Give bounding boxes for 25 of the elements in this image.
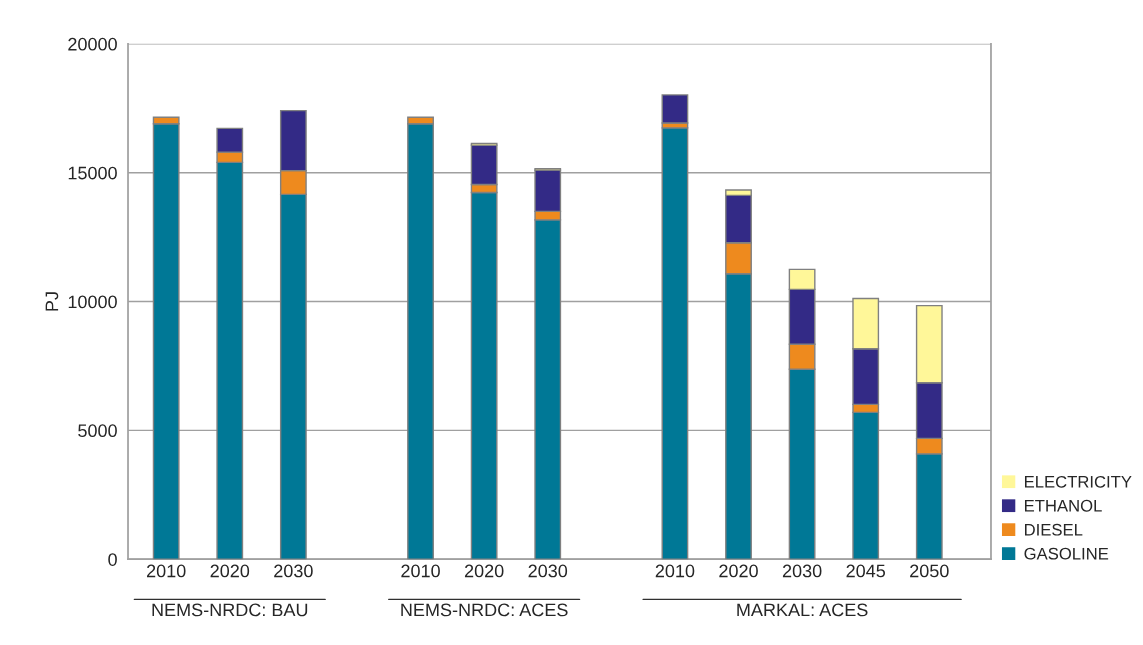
text: NEMS-NRDC: ACES [401,603,568,617]
x-tick-label: 2020 [464,564,504,578]
legend-label: ETHANOL [1025,499,1102,512]
x-tick-label: 2030 [782,564,822,578]
y-tick-label: 20000 [68,37,117,51]
y-axis-title: PJ [45,292,59,311]
x-tick-label: 2030 [274,564,313,578]
y-tick-label: 15000 [68,166,117,180]
y-tick-label: 5000 [78,424,117,438]
x-tick-label: 2050 [910,564,949,578]
text: NEMS-NRDC: BAU [152,603,308,617]
y-tick-label: 0 [108,553,117,566]
x-tick-label: 2010 [401,564,440,578]
legend-label: GASOLINE [1024,547,1109,560]
x-tick-label: 2020 [210,564,250,578]
legend-label: DIESEL [1025,523,1083,536]
legend-label: ELECTRICITY [1025,475,1132,488]
text: MARKAL: ACES [737,603,868,617]
x-tick-label: 2030 [528,564,568,578]
bar [661,127,689,560]
y-tick-label: 10000 [68,295,117,309]
x-tick-label: 2010 [147,564,186,578]
x-tick-label: 2045 [846,564,886,578]
x-tick-label: 2020 [719,564,758,578]
x-tick-label: 2010 [655,564,695,578]
